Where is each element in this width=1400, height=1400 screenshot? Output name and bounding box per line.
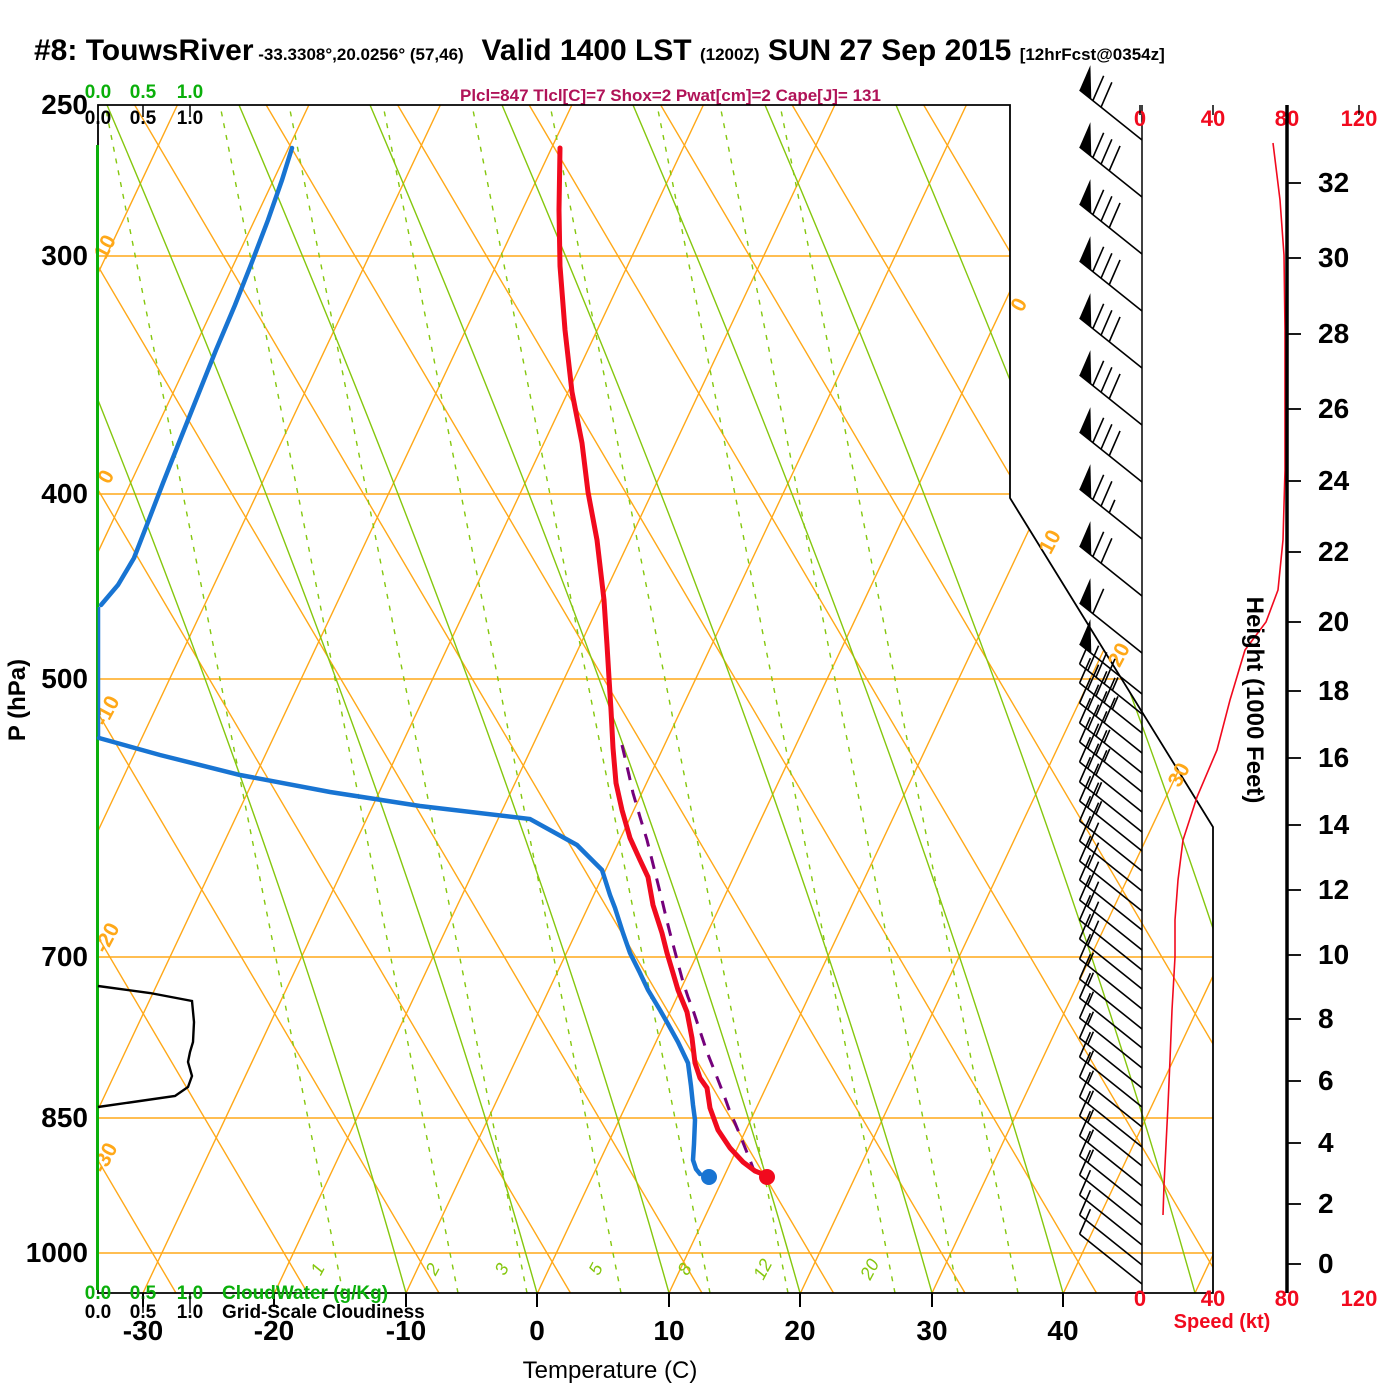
stability-indices: Plcl=847 Tlcl[C]=7 Shox=2 Pwat[cm]=2 Cap… — [460, 86, 881, 105]
speed-axis: 0040408080120120Speed (kt) — [1134, 105, 1377, 1333]
svg-text:300: 300 — [41, 240, 88, 271]
station-coords: -33.3308°,20.0256° (57,46) — [258, 45, 464, 64]
chart-title: #8: TouwsRiver -33.3308°,20.0256° (57,46… — [34, 34, 1394, 68]
svg-text:Temperature (C): Temperature (C) — [523, 1357, 698, 1384]
svg-text:P (hPa): P (hPa) — [4, 659, 31, 741]
svg-text:2: 2 — [421, 1260, 444, 1279]
svg-text:Speed (kt): Speed (kt) — [1174, 1311, 1271, 1333]
svg-text:CloudWater (g/Kg): CloudWater (g/Kg) — [222, 1283, 388, 1304]
svg-text:0: 0 — [529, 1315, 545, 1346]
svg-text:6: 6 — [1318, 1065, 1334, 1096]
svg-text:400: 400 — [41, 478, 88, 509]
svg-text:4: 4 — [1318, 1127, 1334, 1158]
wind-speed-profile — [1162, 142, 1286, 1216]
valid-date: SUN 27 Sep 2015 — [767, 34, 1012, 67]
svg-text:0.0: 0.0 — [85, 82, 111, 103]
svg-text:1: 1 — [307, 1260, 329, 1278]
svg-text:8: 8 — [1318, 1003, 1334, 1034]
dewpoint-profile-lower — [96, 735, 703, 1177]
svg-text:0.0: 0.0 — [85, 108, 111, 129]
svg-text:-10: -10 — [90, 692, 125, 730]
svg-text:0.0: 0.0 — [85, 1302, 111, 1323]
svg-text:-20: -20 — [90, 919, 125, 957]
cloudiness-profile — [97, 984, 196, 1109]
svg-text:10: 10 — [1318, 939, 1349, 970]
station-id: #8: TouwsRiver — [34, 34, 254, 67]
svg-text:-20: -20 — [254, 1315, 294, 1346]
svg-text:0.5: 0.5 — [130, 108, 157, 129]
svg-text:28: 28 — [1318, 318, 1349, 349]
svg-text:120: 120 — [1341, 1286, 1378, 1311]
svg-text:18: 18 — [1318, 675, 1349, 706]
svg-text:-30: -30 — [88, 1139, 123, 1177]
valid-zulu: (1200Z) — [699, 45, 760, 64]
svg-text:10: 10 — [1035, 526, 1066, 557]
temperature-profile — [556, 145, 768, 1178]
svg-text:12: 12 — [749, 1256, 776, 1283]
svg-text:5: 5 — [585, 1259, 608, 1278]
cloud-scales: 0.00.00.00.00.50.50.50.51.01.01.01.0Clou… — [85, 82, 425, 1323]
svg-text:-10: -10 — [386, 1315, 426, 1346]
svg-text:16: 16 — [1318, 742, 1349, 773]
skewt-grid — [98, 105, 1213, 1293]
axes: 250 300 400 500 700 850 1000 P (hPa) -30 -20 -10 0 1… — [4, 89, 1079, 1384]
svg-text:32: 32 — [1318, 167, 1349, 198]
svg-text:20: 20 — [1318, 606, 1349, 637]
svg-text:1.0: 1.0 — [177, 108, 203, 129]
svg-text:0: 0 — [1134, 106, 1146, 131]
svg-text:0: 0 — [1134, 1286, 1146, 1311]
valid-time: Valid 1400 LST — [481, 34, 692, 67]
svg-text:2: 2 — [1318, 1188, 1334, 1219]
forecast-tag: [12hrFcst@0354z] — [1019, 45, 1165, 64]
svg-text:10: 10 — [653, 1315, 684, 1346]
svg-text:500: 500 — [41, 663, 88, 694]
svg-text:Grid-Scale Cloudiness: Grid-Scale Cloudiness — [222, 1302, 425, 1323]
dewpoint-profile-upper — [98, 145, 295, 608]
svg-text:20: 20 — [856, 1256, 884, 1284]
svg-text:3: 3 — [491, 1260, 513, 1278]
svg-text:20: 20 — [784, 1315, 815, 1346]
wind-barb-column — [1078, 65, 1143, 1293]
svg-text:850: 850 — [41, 1102, 88, 1133]
svg-text:250: 250 — [41, 89, 88, 120]
svg-text:24: 24 — [1318, 465, 1350, 496]
svg-text:-30: -30 — [123, 1315, 163, 1346]
surface-temperature-dot — [759, 1169, 775, 1185]
sounding-profiles — [96, 145, 775, 1290]
svg-text:0.5: 0.5 — [130, 82, 157, 103]
svg-text:700: 700 — [41, 941, 88, 972]
svg-text:22: 22 — [1318, 536, 1349, 567]
svg-text:0: 0 — [1318, 1248, 1334, 1279]
svg-text:0.0: 0.0 — [85, 1283, 111, 1304]
svg-text:40: 40 — [1201, 1286, 1225, 1311]
svg-text:26: 26 — [1318, 393, 1349, 424]
svg-text:30: 30 — [1318, 242, 1349, 273]
svg-text:40: 40 — [1047, 1315, 1078, 1346]
svg-text:14: 14 — [1318, 809, 1350, 840]
svg-text:30: 30 — [1164, 759, 1195, 790]
svg-text:12: 12 — [1318, 874, 1349, 905]
svg-text:30: 30 — [916, 1315, 947, 1346]
plot-frame — [97, 104, 1214, 1294]
svg-text:Height (1000 Feet): Height (1000 Feet) — [1241, 597, 1268, 804]
svg-text:1000: 1000 — [26, 1237, 88, 1268]
svg-text:1.0: 1.0 — [177, 82, 203, 103]
surface-dewpoint-dot — [701, 1169, 717, 1185]
